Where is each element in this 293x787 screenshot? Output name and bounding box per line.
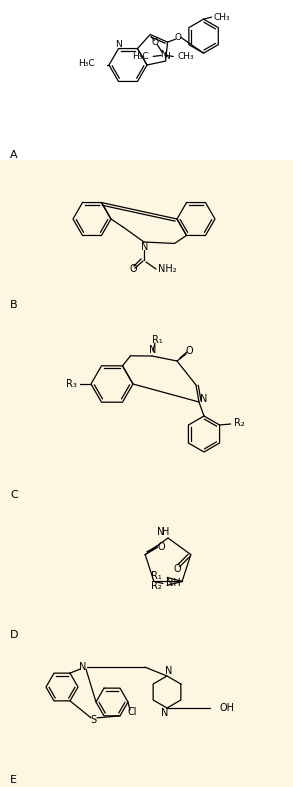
Text: S: S [90, 715, 96, 725]
Text: R₂: R₂ [151, 582, 162, 591]
Text: O: O [157, 541, 165, 552]
Text: R₁: R₁ [151, 571, 162, 582]
Text: N: N [157, 527, 165, 537]
Text: H: H [162, 527, 170, 537]
Text: OH: OH [220, 703, 235, 713]
Text: B: B [10, 300, 18, 310]
Text: N: N [79, 662, 87, 672]
Text: NH: NH [166, 578, 181, 589]
Text: CH₃: CH₃ [214, 13, 230, 22]
Text: C: C [10, 490, 18, 500]
Bar [0, 640, 293, 787]
Text: O: O [173, 563, 181, 574]
Text: N: N [149, 345, 157, 355]
Text: N: N [115, 40, 122, 49]
Text: H₃C: H₃C [78, 58, 95, 68]
Bar [0, 500, 293, 640]
Text: R₁: R₁ [151, 335, 162, 345]
Text: N: N [160, 50, 167, 59]
Text: E: E [10, 775, 17, 785]
Text: CH₃: CH₃ [177, 52, 194, 61]
Text: D: D [10, 630, 18, 640]
Text: NH₂: NH₂ [158, 264, 177, 274]
Text: N: N [161, 708, 169, 718]
Text: O: O [185, 346, 193, 356]
Text: N: N [163, 52, 170, 61]
Text: O: O [129, 264, 137, 274]
Text: N: N [141, 242, 149, 252]
Text: A: A [10, 150, 18, 160]
Text: O: O [152, 38, 159, 47]
Bar [0, 310, 293, 500]
Text: Cl: Cl [127, 707, 137, 717]
Text: R₂: R₂ [234, 418, 244, 428]
Bar [0, 0, 293, 160]
Text: R₃: R₃ [66, 379, 77, 389]
Bar [0, 160, 293, 310]
Text: H₃C: H₃C [133, 52, 149, 61]
Text: O: O [174, 32, 181, 42]
Text: N: N [165, 666, 173, 676]
Text: N: N [200, 394, 208, 404]
